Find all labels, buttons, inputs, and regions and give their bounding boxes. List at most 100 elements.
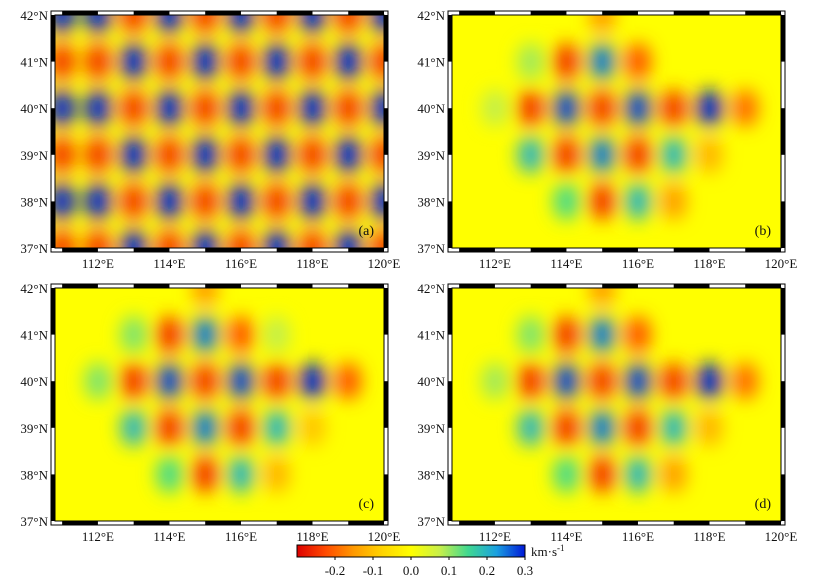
- velocity-anomaly-cell: [263, 229, 290, 248]
- colorbar-tick-label: -0.1: [363, 563, 384, 578]
- velocity-anomaly-cell: [192, 362, 219, 400]
- velocity-anomaly-cell: [299, 409, 326, 447]
- colorbar-tick-label: 0.2: [479, 563, 495, 578]
- panel-d: 112°E 114°E 116°E 118°E 120°E 42°N 41°N 40°N 39°…: [417, 281, 797, 544]
- x-tick-label: 118°E: [693, 529, 725, 544]
- colorbar-unit-superscript: -1: [557, 543, 565, 553]
- velocity-anomaly-cell: [553, 315, 580, 354]
- x-tick-label: 116°E: [225, 256, 257, 271]
- x-tick-label: 114°E: [153, 256, 185, 271]
- velocity-anomaly-cell: [228, 42, 254, 81]
- y-tick-label: 38°N: [20, 194, 48, 209]
- x-tick-label: 116°E: [622, 256, 654, 271]
- x-tick-label: 112°E: [82, 529, 114, 544]
- velocity-anomaly-cell: [85, 229, 111, 248]
- panel-c-background: [55, 288, 384, 521]
- velocity-anomaly-cell: [660, 136, 687, 174]
- y-tick-label: 37°N: [417, 241, 445, 256]
- x-tick-label: 112°E: [82, 256, 114, 271]
- colorbar-tick-label: 0.1: [441, 563, 457, 578]
- velocity-anomaly-cell: [192, 315, 219, 354]
- colorbar-tick-label: 0.0: [403, 563, 419, 578]
- velocity-anomaly-cell: [660, 362, 687, 400]
- panel-c-velocity-field: [85, 288, 362, 494]
- colorbar-gradient: [296, 544, 526, 558]
- panel-b-frame: [447, 10, 786, 253]
- y-tick-label: 39°N: [417, 148, 445, 163]
- velocity-anomaly-cell: [335, 15, 362, 34]
- velocity-anomaly-cell: [371, 229, 384, 248]
- velocity-anomaly-cell: [156, 362, 183, 400]
- velocity-anomaly-cell: [263, 136, 290, 174]
- velocity-anomaly-cell: [228, 89, 254, 127]
- velocity-anomaly-cell: [589, 89, 616, 127]
- y-tick-label: 39°N: [20, 421, 48, 436]
- velocity-anomaly-cell: [156, 455, 183, 494]
- panel-label: (c): [358, 497, 374, 512]
- velocity-anomaly-cell: [299, 136, 326, 174]
- x-tick-label: 116°E: [622, 529, 654, 544]
- panel-label: (d): [755, 497, 772, 512]
- velocity-anomaly-cell: [263, 409, 290, 447]
- velocity-anomaly-cell: [482, 362, 508, 400]
- velocity-anomaly-cell: [228, 182, 254, 221]
- velocity-anomaly-cell: [228, 229, 254, 248]
- velocity-anomaly-cell: [589, 362, 616, 400]
- velocity-anomaly-cell: [156, 315, 183, 354]
- panel-a-velocity-field: [55, 15, 384, 248]
- y-tick-label: 42°N: [20, 281, 48, 296]
- velocity-anomaly-cell: [589, 136, 616, 174]
- velocity-anomaly-cell: [696, 362, 723, 400]
- y-tick-label: 37°N: [20, 514, 48, 529]
- velocity-anomaly-cell: [625, 136, 651, 174]
- velocity-anomaly-cell: [156, 42, 183, 81]
- velocity-anomaly-cell: [696, 409, 723, 447]
- velocity-anomaly-cell: [85, 182, 111, 221]
- velocity-anomaly-cell: [156, 136, 183, 174]
- velocity-anomaly-cell: [263, 182, 290, 221]
- velocity-anomaly-cell: [55, 229, 76, 248]
- y-tick-label: 38°N: [20, 467, 48, 482]
- velocity-anomaly-cell: [120, 315, 147, 354]
- velocity-anomaly-cell: [156, 15, 183, 34]
- velocity-anomaly-cell: [299, 229, 326, 248]
- velocity-anomaly-cell: [55, 182, 76, 221]
- velocity-anomaly-cell: [335, 362, 362, 400]
- velocity-anomaly-cell: [371, 136, 384, 174]
- velocity-anomaly-cell: [589, 15, 616, 34]
- velocity-anomaly-cell: [660, 409, 687, 447]
- velocity-anomaly-cell: [517, 409, 544, 447]
- y-tick-label: 37°N: [417, 514, 445, 529]
- velocity-anomaly-cell: [517, 362, 544, 400]
- velocity-anomaly-cell: [517, 315, 544, 354]
- velocity-anomaly-cell: [625, 182, 651, 221]
- y-tick-label: 42°N: [417, 281, 445, 296]
- velocity-anomaly-cell: [517, 42, 544, 81]
- velocity-anomaly-cell: [156, 182, 183, 221]
- velocity-anomaly-cell: [589, 455, 616, 494]
- velocity-anomaly-cell: [553, 455, 580, 494]
- y-tick-label: 42°N: [20, 8, 48, 23]
- colorbar-unit: km·s-1: [531, 543, 565, 559]
- y-tick-label: 40°N: [20, 101, 48, 116]
- velocity-anomaly-cell: [263, 315, 290, 354]
- velocity-anomaly-cell: [120, 409, 147, 447]
- y-tick-label: 41°N: [417, 328, 445, 343]
- velocity-anomaly-cell: [263, 15, 290, 34]
- velocity-anomaly-cell: [263, 362, 290, 400]
- velocity-anomaly-cell: [228, 15, 254, 34]
- velocity-anomaly-cell: [660, 89, 687, 127]
- x-tick-label: 114°E: [550, 256, 582, 271]
- y-tick-label: 38°N: [417, 194, 445, 209]
- velocity-anomaly-cell: [156, 409, 183, 447]
- panel-d-frame: [447, 283, 786, 526]
- velocity-anomaly-cell: [120, 229, 147, 248]
- x-tick-label: 112°E: [479, 529, 511, 544]
- velocity-anomaly-cell: [553, 182, 580, 221]
- velocity-anomaly-cell: [732, 362, 759, 400]
- velocity-anomaly-cell: [120, 136, 147, 174]
- x-tick-label: 118°E: [296, 256, 328, 271]
- velocity-anomaly-cell: [625, 315, 651, 354]
- velocity-anomaly-cell: [553, 42, 580, 81]
